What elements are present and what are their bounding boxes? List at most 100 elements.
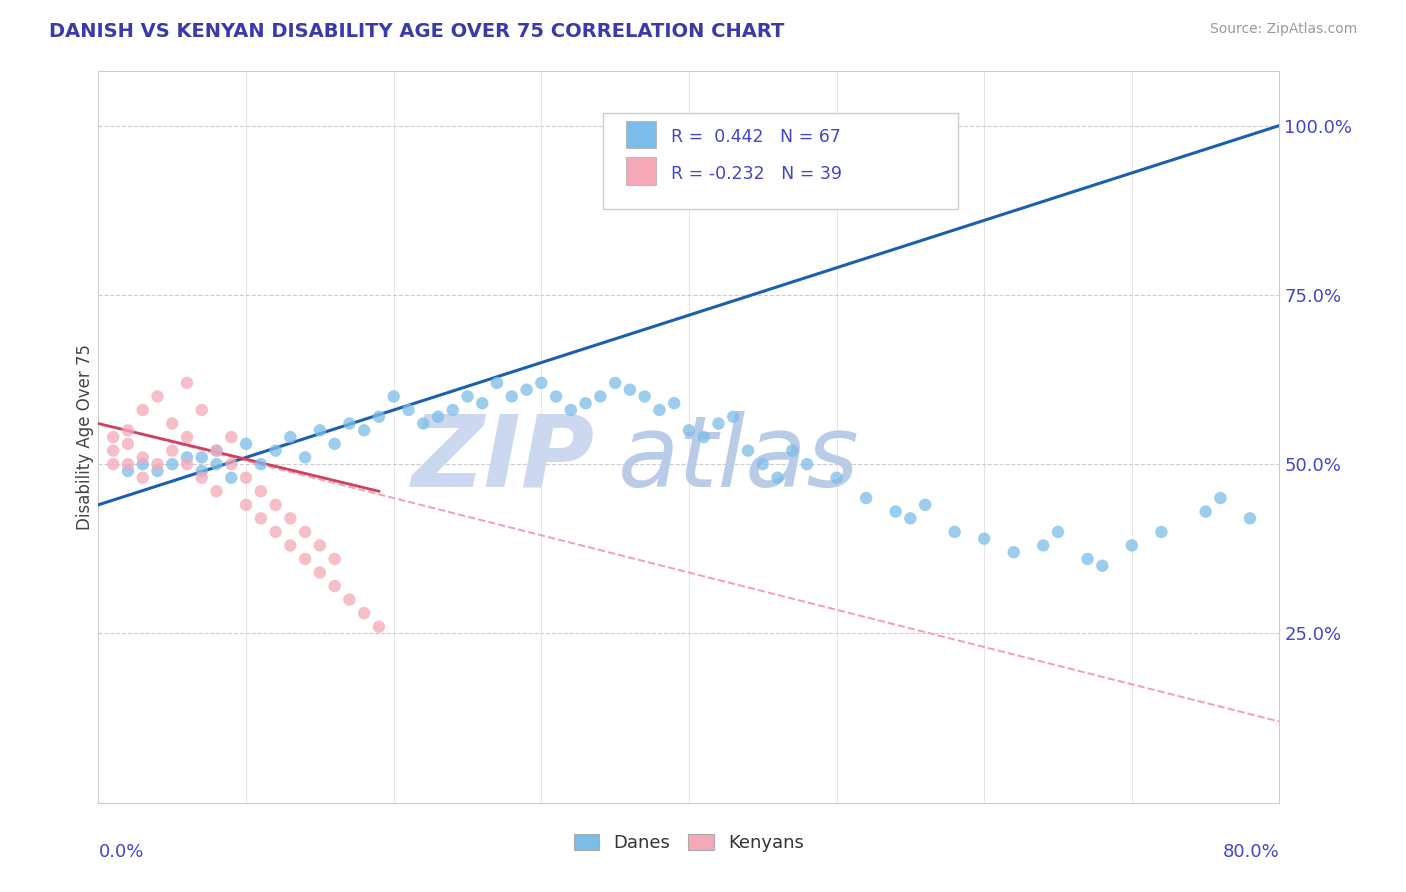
Point xyxy=(648,403,671,417)
Point xyxy=(723,409,745,424)
Point xyxy=(250,511,273,525)
Point xyxy=(132,457,155,471)
Text: R = -0.232   N = 39: R = -0.232 N = 39 xyxy=(671,165,842,183)
Point xyxy=(339,417,361,431)
Point xyxy=(782,443,804,458)
Point xyxy=(605,376,627,390)
Point xyxy=(280,538,302,552)
Point xyxy=(1343,119,1365,133)
Point xyxy=(382,389,405,403)
Text: 0.0%: 0.0% xyxy=(98,843,143,861)
Point xyxy=(132,471,155,485)
Point xyxy=(191,450,214,465)
Point xyxy=(117,464,139,478)
Point xyxy=(117,423,139,437)
Point xyxy=(1121,538,1143,552)
Point xyxy=(221,430,243,444)
Point xyxy=(191,464,214,478)
Point xyxy=(323,579,346,593)
Point xyxy=(1195,505,1218,519)
Point xyxy=(973,532,995,546)
Point xyxy=(353,606,375,620)
Point xyxy=(368,409,391,424)
Point xyxy=(176,376,198,390)
Point xyxy=(441,403,464,417)
Point xyxy=(309,566,332,580)
Point xyxy=(235,471,257,485)
Point xyxy=(309,538,332,552)
Point xyxy=(309,423,332,437)
Point xyxy=(664,396,686,410)
Point xyxy=(146,457,169,471)
Point xyxy=(457,389,479,403)
Point xyxy=(117,457,139,471)
Point xyxy=(501,389,523,403)
Text: 80.0%: 80.0% xyxy=(1223,843,1279,861)
Point xyxy=(280,511,302,525)
Text: ZIP: ZIP xyxy=(412,410,595,508)
Point xyxy=(589,389,612,403)
Point xyxy=(796,457,818,471)
Point xyxy=(294,524,316,539)
Point xyxy=(427,409,450,424)
Point xyxy=(619,383,641,397)
Point xyxy=(294,450,316,465)
Point xyxy=(132,403,155,417)
Point xyxy=(943,524,966,539)
Point xyxy=(103,430,125,444)
Point xyxy=(737,443,759,458)
Point xyxy=(235,437,257,451)
Point xyxy=(693,430,716,444)
Point xyxy=(294,552,316,566)
Point xyxy=(560,403,582,417)
Point xyxy=(398,403,420,417)
Point xyxy=(368,620,391,634)
FancyBboxPatch shape xyxy=(603,113,959,209)
Point xyxy=(176,457,198,471)
Point xyxy=(1046,524,1070,539)
Point xyxy=(1002,545,1025,559)
Point xyxy=(205,457,228,471)
Point xyxy=(752,457,775,471)
Point xyxy=(1209,491,1232,505)
Point xyxy=(103,443,125,458)
Point xyxy=(132,450,155,465)
Text: R =  0.442   N = 67: R = 0.442 N = 67 xyxy=(671,128,841,146)
Point xyxy=(205,443,228,458)
Point xyxy=(235,498,257,512)
Point xyxy=(678,423,700,437)
Point xyxy=(117,437,139,451)
Text: Source: ZipAtlas.com: Source: ZipAtlas.com xyxy=(1209,22,1357,37)
Point xyxy=(103,457,125,471)
Point xyxy=(323,437,346,451)
Point xyxy=(1239,511,1261,525)
Point xyxy=(1077,552,1099,566)
Point xyxy=(323,552,346,566)
Point xyxy=(914,498,936,512)
Point xyxy=(339,592,361,607)
Point xyxy=(1091,558,1114,573)
Point xyxy=(516,383,538,397)
Point xyxy=(221,471,243,485)
Point xyxy=(176,450,198,465)
Text: DANISH VS KENYAN DISABILITY AGE OVER 75 CORRELATION CHART: DANISH VS KENYAN DISABILITY AGE OVER 75 … xyxy=(49,22,785,41)
Point xyxy=(884,505,907,519)
Point xyxy=(280,430,302,444)
Point xyxy=(1150,524,1173,539)
Point xyxy=(250,484,273,499)
Point xyxy=(162,443,183,458)
Point xyxy=(471,396,494,410)
Point xyxy=(205,484,228,499)
Point xyxy=(146,389,169,403)
Point xyxy=(575,396,598,410)
Legend: Danes, Kenyans: Danes, Kenyans xyxy=(567,827,811,860)
Point xyxy=(1032,538,1054,552)
Point xyxy=(530,376,553,390)
FancyBboxPatch shape xyxy=(626,120,655,148)
Y-axis label: Disability Age Over 75: Disability Age Over 75 xyxy=(76,344,94,530)
Point xyxy=(546,389,568,403)
Point xyxy=(176,430,198,444)
Point xyxy=(634,389,657,403)
Point xyxy=(146,464,169,478)
Text: atlas: atlas xyxy=(619,410,859,508)
